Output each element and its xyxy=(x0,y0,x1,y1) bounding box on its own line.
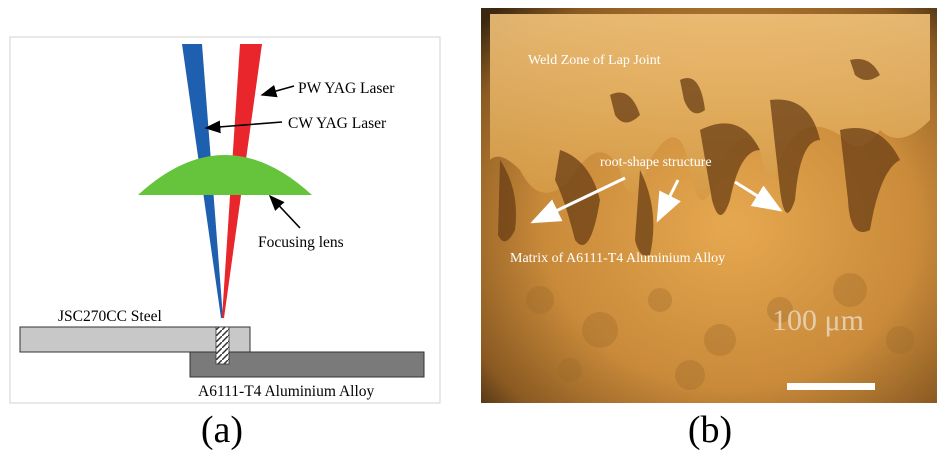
alloy-plate xyxy=(189,351,425,378)
weld-zone-label: Weld Zone of Lap Joint xyxy=(528,53,661,68)
focusing-lens xyxy=(138,155,312,195)
weld-zone-region xyxy=(490,14,930,200)
panel-a: PW YAG Laser CW YAG Laser Focusing lens … xyxy=(9,36,441,404)
caption-a: (a) xyxy=(201,409,243,451)
panel-b: Weld Zone of Lap Joint root-shape struct… xyxy=(481,8,937,403)
root-structure-label: root-shape structure xyxy=(600,155,712,170)
lens-arrow xyxy=(268,194,301,229)
root-structures xyxy=(498,59,900,256)
matrix-label: Matrix of A6111-T4 Aluminium Alloy xyxy=(510,251,725,266)
scale-label: 100 μm xyxy=(772,304,864,337)
alloy-label: A6111-T4 Aluminium Alloy xyxy=(198,383,374,400)
scale-bar xyxy=(787,383,875,390)
cw-laser-label: CW YAG Laser xyxy=(288,115,387,132)
root-arrow-left xyxy=(530,176,626,224)
steel-label: JSC270CC Steel xyxy=(58,308,162,325)
root-arrow-right xyxy=(734,180,783,212)
lens-label: Focusing lens xyxy=(258,234,344,251)
weld-seam xyxy=(215,326,230,365)
cw-laser-arrow xyxy=(204,120,283,134)
caption-b: (b) xyxy=(688,409,732,451)
root-arrow-middle xyxy=(656,179,681,223)
pw-laser-arrow xyxy=(260,84,295,98)
steel-plate xyxy=(19,326,251,353)
pw-laser-label: PW YAG Laser xyxy=(298,80,395,97)
matrix-grains xyxy=(526,273,914,390)
